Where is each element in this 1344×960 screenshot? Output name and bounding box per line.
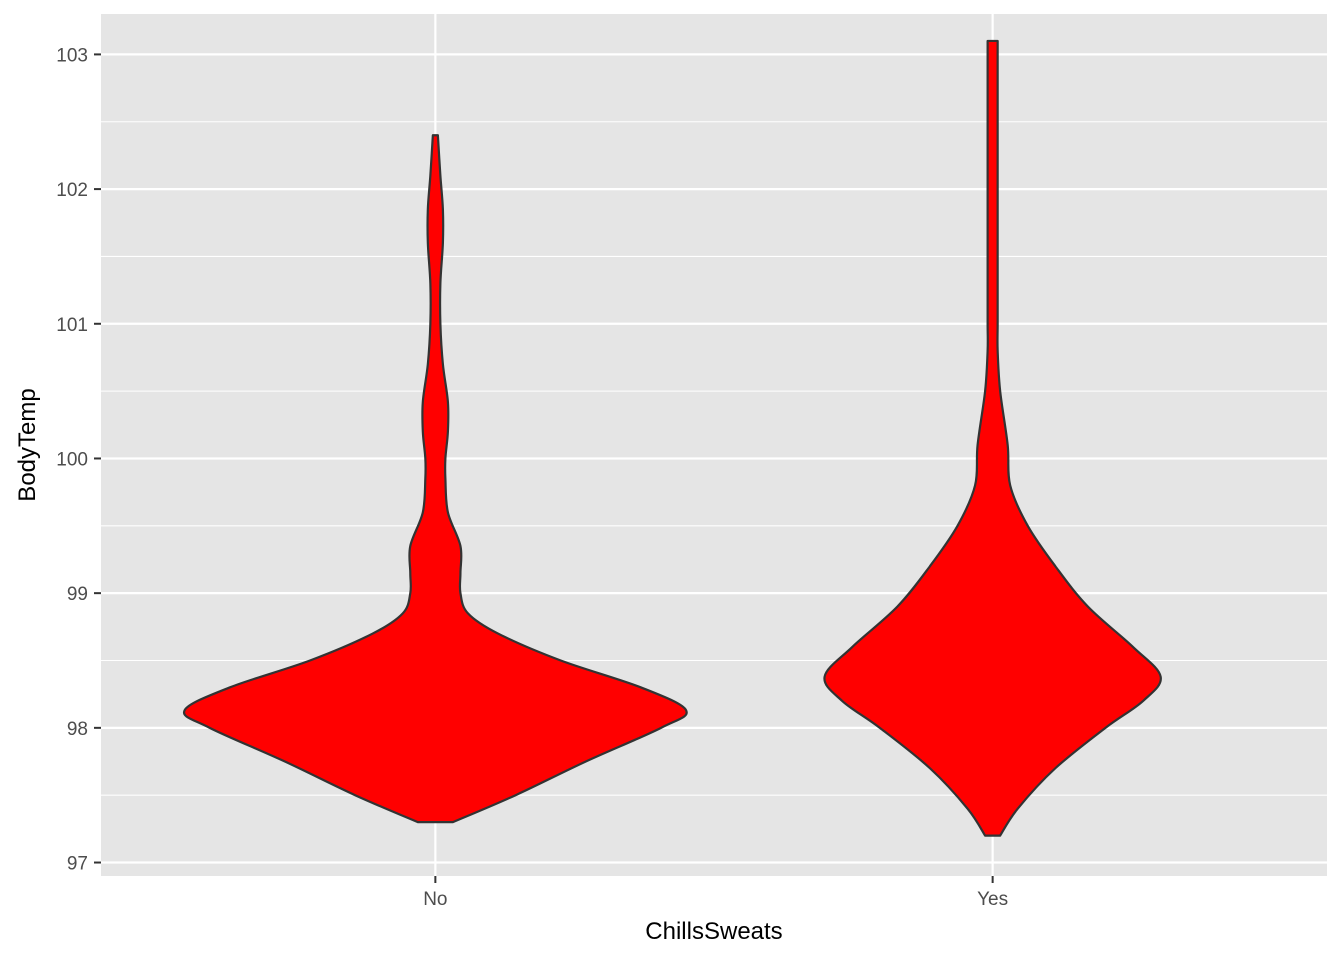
y-tick-label: 99 (67, 584, 88, 605)
y-axis: 97 98 99 100 101 102 103 (56, 45, 101, 875)
violin-yes (823, 39, 1162, 837)
y-tick-label: 97 (67, 854, 88, 875)
y-tick-label: 103 (56, 45, 88, 66)
x-axis: No Yes (423, 876, 1008, 910)
x-tick-label-yes: Yes (977, 889, 1008, 910)
violins (182, 39, 1162, 837)
y-tick-label: 100 (56, 449, 88, 470)
x-tick-label-no: No (423, 889, 447, 910)
minor-gridlines (101, 121, 1327, 796)
y-tick-label: 102 (56, 180, 88, 201)
x-axis-title: ChillsSweats (645, 918, 782, 945)
y-axis-title: BodyTemp (14, 388, 41, 501)
violin-no (182, 134, 688, 824)
y-tick-label: 98 (67, 719, 88, 740)
y-tick-label: 101 (56, 315, 88, 336)
